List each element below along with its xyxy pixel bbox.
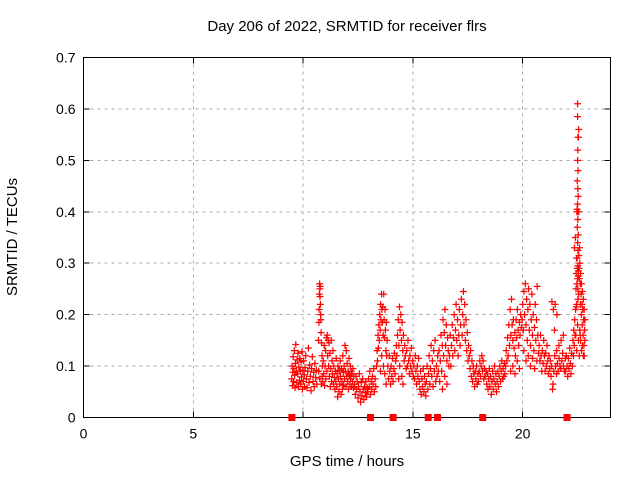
- y-tick-label: 0.5: [56, 152, 76, 168]
- chart-title: Day 206 of 2022, SRMTID for receiver flr…: [207, 18, 486, 35]
- y-tick-label: 0.3: [56, 255, 76, 271]
- zero-flag-marker: [433, 414, 441, 421]
- y-tick-label: 0.1: [56, 358, 76, 374]
- data-points-layer: [288, 100, 589, 421]
- y-tick-label: 0.7: [56, 50, 76, 66]
- y-tick-label: 0.4: [56, 204, 76, 220]
- x-tick-label: 15: [405, 426, 421, 442]
- y-tick-label: 0.6: [56, 101, 76, 117]
- zero-flag-marker: [563, 414, 571, 421]
- y-tick-label: 0: [68, 410, 76, 426]
- zero-flag-marker: [366, 414, 374, 421]
- tick-labels: 0 5 10 15 20 0 0.1 0.2 0.3 0.4 0.5 0.6 0.7: [56, 50, 531, 442]
- x-axis-label: GPS time / hours: [290, 453, 404, 470]
- axis-ticks: [83, 57, 611, 418]
- scatter-series-srmtid: [288, 100, 589, 406]
- x-tick-label: 0: [80, 426, 88, 442]
- x-tick-label: 20: [515, 426, 531, 442]
- zero-flag-marker: [288, 414, 296, 421]
- zero-flag-marker: [389, 414, 397, 421]
- y-tick-label: 0.2: [56, 307, 76, 323]
- plot-border: [83, 57, 611, 418]
- x-tick-label: 5: [189, 426, 197, 442]
- y-axis-label: SRMTID / TECUs: [4, 178, 21, 296]
- zero-flag-marker: [479, 414, 487, 421]
- zero-flag-marker: [424, 414, 432, 421]
- x-tick-label: 10: [295, 426, 311, 442]
